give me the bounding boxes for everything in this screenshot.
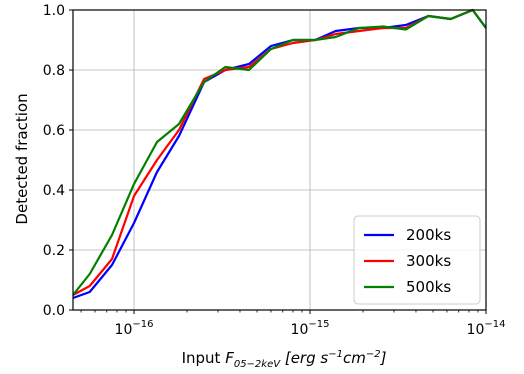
y-axis-label: Detected fraction [13,93,31,224]
x-tick-label: 10−15 [291,319,330,338]
x-axis-label-var: F [225,349,234,367]
y-tick-label: 1.0 [43,3,65,19]
legend-label-500ks: 500ks [406,278,451,296]
x-axis-label-end: ] [380,349,387,367]
x-axis-label-exp2: −2 [366,349,381,360]
x-tick-label: 10−16 [115,319,154,338]
x-axis-label-sub: 05−2keV [234,359,281,370]
series-layer [73,8,486,300]
y-tick-label: 0.6 [43,123,65,139]
y-tick-label: 0.2 [43,243,65,259]
plot-area-frame [72,9,487,311]
y-tick-label: 0.8 [43,63,65,79]
legend-label-200ks: 200ks [406,226,451,244]
x-axis-label-units: [erg s [280,349,328,367]
y-axis-ticks: 0.0 0.2 0.4 0.6 0.8 1.0 [43,3,73,319]
series-line-500ks [73,8,486,296]
x-tick-label: 10−14 [467,319,506,338]
x-axis-ticks: 10−16 10−15 10−14 [80,310,506,338]
x-axis-label-exp1: −1 [328,349,343,360]
legend-box [353,215,481,305]
x-axis-label-prefix: Input [182,349,226,367]
x-axis-label-mid: cm [343,349,366,367]
y-tick-label: 0.0 [43,303,65,319]
legend: 200ks 300ks 500ks [353,215,481,305]
x-axis-label: Input F05−2keV [erg s−1cm−2] [182,349,387,370]
legend-label-300ks: 300ks [406,252,451,270]
y-tick-label: 0.4 [43,183,65,199]
